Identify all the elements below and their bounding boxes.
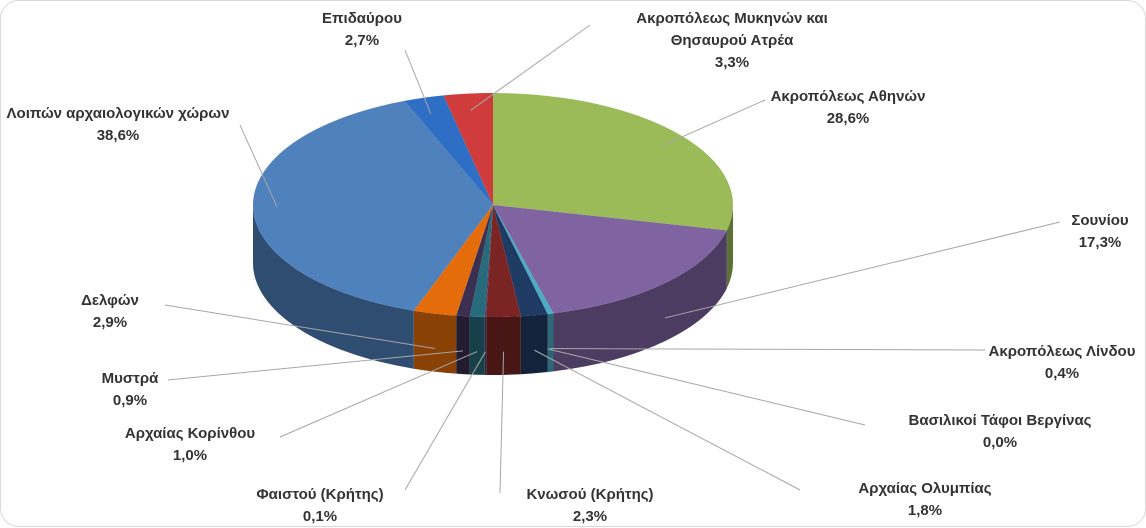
value-label: 1,8%: [907, 502, 943, 519]
leader-line: [534, 349, 801, 491]
data-label: Βασιλικοί Τάφοι Βεργίνας 0,0%: [870, 410, 1130, 454]
slice: [252, 100, 493, 311]
value-label: 0,4%: [1044, 365, 1080, 382]
leader-line: [661, 99, 766, 147]
leader-line: [279, 351, 478, 438]
category-label: Δελφών: [81, 292, 139, 309]
slice: [493, 205, 727, 314]
category-label: Επιδαύρου: [322, 10, 402, 27]
data-label: Δελφών 2,9%: [50, 290, 170, 334]
leader-line: [167, 350, 463, 381]
data-label: Μυστρά 0,9%: [70, 368, 190, 412]
slice-side: [486, 316, 521, 375]
category-label: Αρχαίας Ολυμπίας: [858, 480, 992, 497]
data-label: Ακροπόλεως Λίνδου 0,4%: [962, 341, 1146, 385]
slice: [493, 205, 554, 315]
slice-side: [484, 316, 487, 375]
value-label: 28,6%: [826, 110, 870, 127]
slice: [493, 93, 734, 231]
slice-side: [726, 205, 733, 289]
slice-side: [553, 230, 727, 372]
slice-side: [456, 315, 470, 375]
value-label: 0,9%: [112, 392, 148, 409]
category-label: Λοιπών αρχαιολογικών χώρων: [6, 105, 230, 122]
data-label: Φαιστού (Κρήτης) 0,1%: [220, 484, 420, 528]
value-label: 0,0%: [982, 434, 1018, 451]
category-label: Ακροπόλεως Μυκηνών και Θησαυρού Ατρέα: [636, 10, 828, 49]
slice: [469, 205, 493, 317]
category-label: Μυστρά: [101, 370, 159, 387]
value-label: 2,9%: [92, 314, 128, 331]
leader-line: [499, 351, 505, 494]
leader-line: [470, 24, 591, 111]
leader-line: [547, 348, 866, 426]
category-label: Σουνίου: [1071, 212, 1129, 229]
value-label: 3,3%: [714, 54, 750, 71]
leader-line: [404, 351, 486, 491]
slice: [456, 205, 493, 317]
data-label: Κνωσού (Κρήτης) 2,3%: [490, 484, 690, 528]
category-label: Βασιλικοί Τάφοι Βεργίνας: [908, 412, 1092, 429]
slice: [484, 205, 493, 317]
leader-line: [239, 124, 278, 208]
leader-line: [404, 49, 432, 115]
category-label: Αρχαίας Κορίνθου: [124, 425, 256, 442]
data-label: Ακροπόλεως Αθηνών 28,6%: [748, 86, 948, 130]
data-label: Σουνίου 17,3%: [1040, 210, 1146, 254]
leader-line: [550, 348, 986, 351]
value-label: 2,7%: [344, 32, 380, 49]
data-label: Αρχαίας Ολυμπίας 1,8%: [825, 478, 1025, 522]
slice: [493, 205, 548, 317]
leader-line: [664, 221, 1061, 319]
value-label: 38,6%: [96, 127, 140, 144]
data-label: Αρχαίας Κορίνθου 1,0%: [90, 423, 290, 467]
slice: [443, 93, 493, 205]
data-label: Λοιπών αρχαιολογικών χώρων 38,6%: [0, 103, 238, 147]
category-label: Ακροπόλεως Λίνδου: [988, 343, 1136, 360]
slice-side: [547, 313, 554, 373]
data-label: Ακροπόλεως Μυκηνών και Θησαυρού Ατρέα 3,3…: [612, 8, 852, 74]
value-label: 0,1%: [302, 508, 338, 525]
slice: [486, 205, 521, 318]
leader-line: [164, 304, 435, 349]
value-label: 17,3%: [1078, 234, 1122, 251]
slice: [404, 95, 493, 205]
category-label: Ακροπόλεως Αθηνών: [770, 88, 926, 105]
slice-side: [413, 310, 457, 374]
data-label: Επιδαύρου 2,7%: [292, 8, 432, 52]
value-label: 1,0%: [172, 447, 208, 464]
value-label: 2,3%: [572, 508, 608, 525]
slice: [413, 205, 493, 316]
category-label: Κνωσού (Κρήτης): [526, 486, 654, 503]
slice-side: [253, 205, 414, 369]
category-label: Φαιστού (Κρήτης): [256, 486, 384, 503]
slice-side: [520, 314, 548, 375]
